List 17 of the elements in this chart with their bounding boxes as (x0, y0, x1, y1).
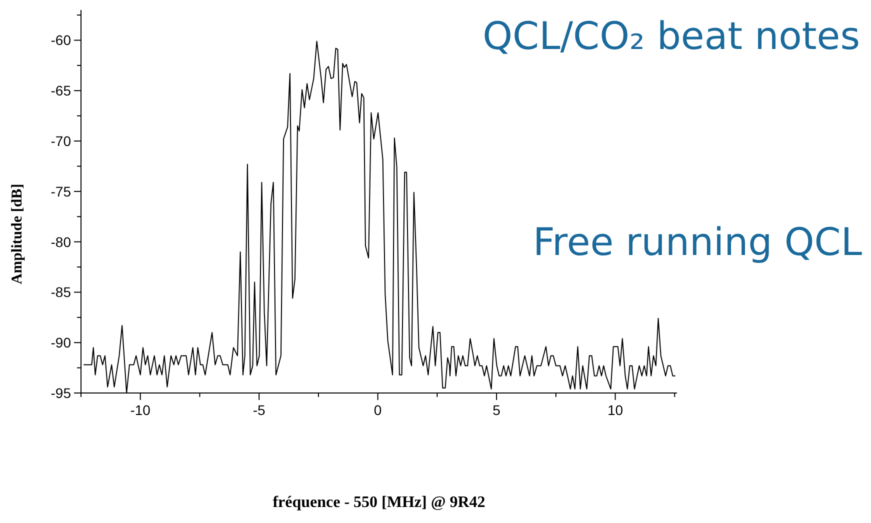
x-tick-label: 0 (374, 402, 382, 418)
x-tick-label: 10 (607, 402, 624, 418)
x-tick-label: 5 (492, 402, 501, 418)
y-tick-label: -75 (50, 183, 72, 200)
y-tick-label: -65 (50, 82, 72, 99)
y-tick-label: -70 (50, 133, 72, 150)
annotation: Free running QCL (532, 220, 862, 264)
y-tick-label: -95 (50, 385, 72, 401)
y-tick-label: -90 (50, 334, 72, 351)
y-tick-label: -85 (50, 284, 72, 300)
chart-title: QCL/CO₂ beat notes (482, 14, 860, 58)
y-axis-title: Amplitude [dB] (10, 184, 26, 284)
y-tick-label: -80 (50, 234, 72, 250)
x-tick-label: -5 (252, 402, 266, 418)
x-axis-title: fréquence - 550 [MHz] @ 9R42 (272, 494, 486, 512)
x-tick-label: -10 (130, 402, 151, 418)
y-tick-label: -60 (50, 32, 72, 48)
